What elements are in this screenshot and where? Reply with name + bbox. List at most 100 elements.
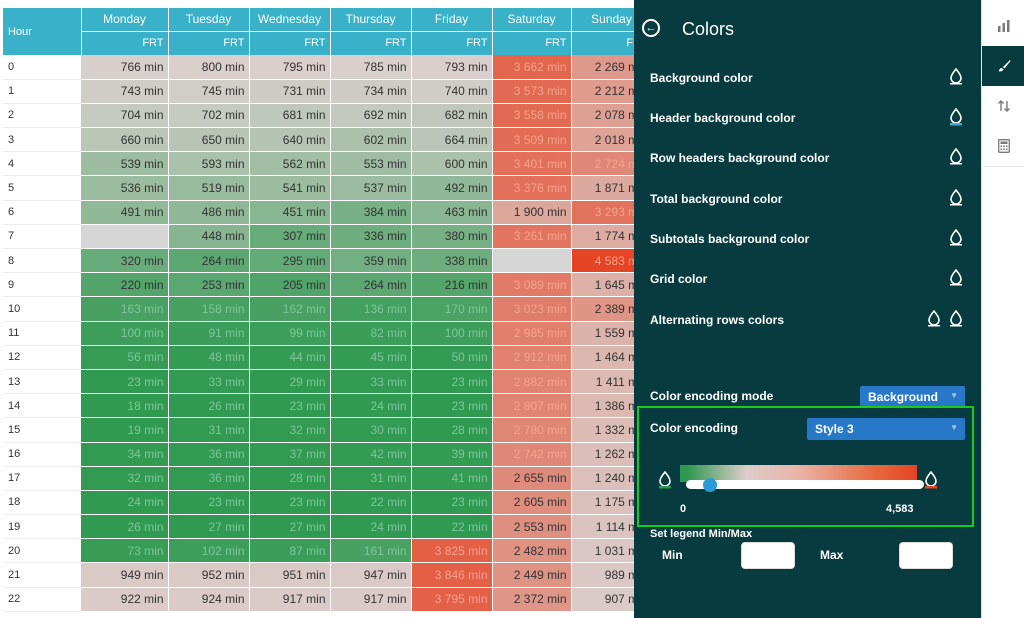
row-header-hour[interactable]: 1	[3, 79, 81, 104]
table-cell[interactable]: 41 min	[411, 466, 493, 491]
table-cell[interactable]: 33 min	[330, 369, 412, 395]
table-cell[interactable]: 23 min	[249, 393, 331, 419]
row-header-hour[interactable]: 7	[3, 224, 81, 250]
table-cell[interactable]: 740 min	[411, 79, 493, 104]
color-option-row[interactable]: Row headers background color	[650, 148, 968, 168]
table-cell[interactable]: 3 558 min	[492, 103, 572, 129]
table-cell[interactable]	[81, 224, 169, 250]
row-header-hour[interactable]: 3	[3, 127, 81, 153]
table-cell[interactable]: 27 min	[249, 514, 331, 540]
day-header-thursday[interactable]: Thursday	[330, 8, 412, 31]
table-cell[interactable]: 951 min	[249, 562, 331, 588]
row-header-hour[interactable]: 14	[3, 393, 81, 419]
table-cell[interactable]: 947 min	[330, 562, 412, 588]
droplet-icon[interactable]	[950, 108, 962, 126]
table-cell[interactable]: 463 min	[411, 200, 493, 225]
row-header-hour[interactable]: 15	[3, 417, 81, 443]
table-cell[interactable]: 448 min	[168, 224, 250, 250]
table-cell[interactable]: 2 742 min	[492, 442, 572, 467]
table-cell[interactable]: 537 min	[330, 175, 412, 201]
table-cell[interactable]: 23 min	[249, 490, 331, 516]
table-cell[interactable]: 486 min	[168, 200, 250, 225]
table-cell[interactable]: 2 449 min	[492, 562, 572, 588]
table-cell[interactable]: 3 846 min	[411, 562, 493, 588]
measure-header[interactable]: FRT	[330, 30, 412, 55]
color-option-row[interactable]: Total background color	[650, 189, 968, 209]
table-cell[interactable]: 907 min	[571, 587, 634, 612]
brush-icon[interactable]	[982, 46, 1024, 86]
table-cell[interactable]: 30 min	[330, 417, 412, 443]
table-cell[interactable]: 2 389 min	[571, 296, 634, 322]
row-header-hour[interactable]: 4	[3, 151, 81, 177]
table-cell[interactable]: 45 min	[330, 345, 412, 370]
table-cell[interactable]: 682 min	[411, 103, 493, 129]
table-cell[interactable]: 952 min	[168, 562, 250, 588]
table-cell[interactable]: 36 min	[168, 466, 250, 491]
table-cell[interactable]: 18 min	[81, 393, 169, 419]
droplet-icon[interactable]	[950, 310, 962, 328]
droplet-icon[interactable]	[950, 189, 962, 207]
measure-header[interactable]: FRT	[571, 30, 634, 55]
table-cell[interactable]: 2 018 min	[571, 127, 634, 153]
row-header-hour[interactable]: 12	[3, 345, 81, 370]
table-cell[interactable]: 1 386 min	[571, 393, 634, 419]
table-cell[interactable]: 336 min	[330, 224, 412, 250]
table-cell[interactable]: 602 min	[330, 127, 412, 153]
table-cell[interactable]: 1 262 min	[571, 442, 634, 467]
day-header-tuesday[interactable]: Tuesday	[168, 8, 250, 31]
table-cell[interactable]: 600 min	[411, 151, 493, 177]
measure-header[interactable]: FRT	[168, 30, 250, 55]
table-cell[interactable]: 793 min	[411, 55, 493, 80]
row-header-hour[interactable]: 5	[3, 175, 81, 201]
table-cell[interactable]: 3 089 min	[492, 272, 572, 298]
table-cell[interactable]: 3 293 min	[571, 200, 634, 225]
table-cell[interactable]: 27 min	[168, 514, 250, 540]
table-cell[interactable]: 541 min	[249, 175, 331, 201]
table-cell[interactable]: 19 min	[81, 417, 169, 443]
table-cell[interactable]: 702 min	[168, 103, 250, 129]
range-slider-track[interactable]	[686, 480, 924, 489]
table-cell[interactable]: 102 min	[168, 538, 250, 564]
table-cell[interactable]: 3 795 min	[411, 587, 493, 612]
table-cell[interactable]: 22 min	[330, 490, 412, 516]
measure-header[interactable]: FRT	[492, 30, 572, 55]
table-cell[interactable]: 562 min	[249, 151, 331, 177]
row-header-hour[interactable]: 10	[3, 296, 81, 322]
table-cell[interactable]: 37 min	[249, 442, 331, 467]
table-cell[interactable]: 320 min	[81, 248, 169, 274]
row-header-hour[interactable]: 2	[3, 103, 81, 129]
table-cell[interactable]: 82 min	[330, 321, 412, 346]
table-cell[interactable]: 1 175 min	[571, 490, 634, 516]
legend-max-input[interactable]	[899, 542, 953, 569]
table-cell[interactable]: 31 min	[168, 417, 250, 443]
table-cell[interactable]: 31 min	[330, 466, 412, 491]
row-header-hour[interactable]: 0	[3, 55, 81, 80]
table-cell[interactable]: 39 min	[411, 442, 493, 467]
table-cell[interactable]: 917 min	[249, 587, 331, 612]
table-cell[interactable]: 205 min	[249, 272, 331, 298]
table-cell[interactable]: 23 min	[411, 490, 493, 516]
table-cell[interactable]: 1 411 min	[571, 369, 634, 395]
table-cell[interactable]: 681 min	[249, 103, 331, 129]
color-option-row[interactable]: Subtotals background color	[650, 229, 968, 249]
table-cell[interactable]: 2 553 min	[492, 514, 572, 540]
high-color-droplet-icon[interactable]	[925, 470, 937, 494]
table-cell[interactable]: 1 114 min	[571, 514, 634, 540]
table-cell[interactable]: 1 031 min	[571, 538, 634, 564]
table-cell[interactable]: 3 261 min	[492, 224, 572, 250]
table-cell[interactable]: 1 240 min	[571, 466, 634, 491]
table-cell[interactable]: 800 min	[168, 55, 250, 80]
measure-header[interactable]: FRT	[249, 30, 331, 55]
droplet-icon[interactable]	[950, 148, 962, 166]
table-cell[interactable]	[492, 248, 572, 274]
table-cell[interactable]: 338 min	[411, 248, 493, 274]
color-option-row[interactable]: Header background color	[650, 108, 968, 128]
table-cell[interactable]: 163 min	[81, 296, 169, 322]
row-header-hour[interactable]: 8	[3, 248, 81, 274]
table-cell[interactable]: 745 min	[168, 79, 250, 104]
row-header-hour[interactable]: 11	[3, 321, 81, 346]
table-cell[interactable]: 3 023 min	[492, 296, 572, 322]
table-cell[interactable]: 161 min	[330, 538, 412, 564]
table-cell[interactable]: 50 min	[411, 345, 493, 370]
bar-chart-icon[interactable]	[982, 6, 1024, 46]
